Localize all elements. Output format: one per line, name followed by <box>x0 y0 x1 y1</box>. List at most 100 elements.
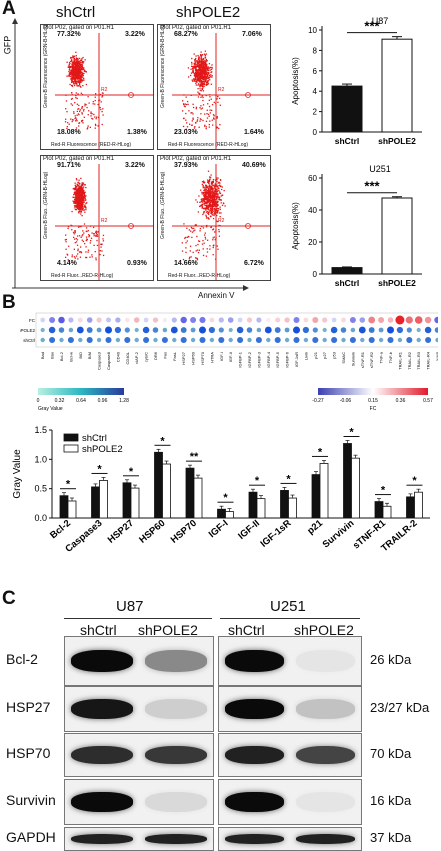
heatmap-fc-cell <box>387 317 394 323</box>
bar-shCtrl <box>154 451 163 519</box>
quadrant-lr: 1.38% <box>127 129 147 136</box>
heatmap-gray-cell <box>209 337 215 343</box>
heatmap-column-label: TRAIL-R1 <box>397 351 402 370</box>
heatmap-column-label: HSP70 <box>200 351 205 364</box>
heatmap-gray-cell <box>274 336 281 344</box>
heatmap-fc-cell <box>77 317 83 323</box>
heatmap-column-label: HSP27 <box>181 351 186 364</box>
heatmap-gray-cell <box>284 337 290 343</box>
heatmap-column-label: Bad <box>40 352 45 359</box>
heatmap-column-label: Survivin <box>350 352 355 366</box>
gray-legend-bar <box>38 388 124 395</box>
heatmap-gray-cell <box>378 337 384 343</box>
heatmap-fc-cell <box>256 317 262 323</box>
heatmap-column-label: TNF-b <box>388 351 393 363</box>
heatmap-gray-cell <box>303 337 309 343</box>
bar-shPOLE2 <box>381 38 413 133</box>
protein-band <box>145 792 207 812</box>
heatmap-gray-cell <box>358 326 366 334</box>
heatmap-gray-cell <box>350 327 356 333</box>
heatmap-gray-cell <box>86 336 93 344</box>
heatmap-row-label: FC <box>29 318 36 323</box>
heatmap-fc-cell <box>331 317 337 323</box>
y-axis-label: Apoptosis(%) <box>291 57 300 105</box>
heatmap-fc-cell <box>312 317 319 323</box>
heatmap-gray-cell <box>293 336 300 344</box>
fc-legend-tick: 0.36 <box>396 398 406 404</box>
heatmap-column-label: IGF-1sR <box>294 352 299 367</box>
chart-title: U251 <box>369 164 391 174</box>
heatmap-gray-cell <box>114 326 121 334</box>
heatmap-column-label: HTRA <box>209 352 214 363</box>
condition-label-shpole2: shPOLE2 <box>176 4 241 21</box>
heatmap-fc-cell <box>218 317 224 323</box>
protein-band <box>71 745 133 765</box>
heatmap-gray-cell <box>76 326 84 334</box>
gray-legend-tick: 0.64 <box>76 398 86 404</box>
y-tick-label: 40 <box>308 206 317 215</box>
panel-c-letter: C <box>2 588 16 609</box>
quadrant-lr: 0.93% <box>127 260 147 267</box>
bar-shPOLE2 <box>225 511 234 519</box>
heatmap-fc-cell <box>266 317 271 323</box>
heatmap-column-label: Caspase3 <box>97 351 102 370</box>
bar-shCtrl <box>248 491 258 519</box>
heatmap-gray-cell <box>246 327 253 333</box>
heatmap-fc-cell <box>303 317 309 323</box>
blot-strip <box>64 733 214 777</box>
protein-band <box>225 650 284 672</box>
protein-band <box>145 699 207 719</box>
quadrant-ur: 3.22% <box>125 31 145 38</box>
heatmap-column-label: Fas <box>162 352 167 359</box>
heatmap-column-label: DR6 <box>153 351 158 360</box>
heatmap-gray-cell <box>199 326 206 334</box>
flow-scatter: R2 <box>55 33 153 149</box>
heatmap-gray-cell <box>49 336 56 344</box>
heatmap-column-label: cIAP-2 <box>134 351 139 364</box>
heatmap-gray-cell <box>105 326 112 334</box>
flow-plot-header: Plot P02, gated on P01.R1 <box>43 156 115 162</box>
heatmap-fc-cell <box>105 317 112 323</box>
heatmap-column-label: p21 <box>313 351 318 358</box>
heatmap-fc-cell <box>180 316 187 324</box>
bar-shCtrl <box>122 482 132 519</box>
heatmap-gray-cell <box>360 337 365 343</box>
fc-legend-tick: -0.06 <box>340 398 352 404</box>
heatmap-gray-cell <box>115 337 121 343</box>
heatmap-gray-cell <box>368 327 375 333</box>
heatmap-fc-cell <box>115 317 121 323</box>
heatmap-gray-cell <box>397 337 403 343</box>
fc-legend-tick: -0.27 <box>312 398 324 404</box>
heatmap-gray-cell <box>228 337 233 343</box>
blot-kda-gapdh: 37 kDa <box>370 830 412 845</box>
heatmap-fc-cell <box>395 315 405 325</box>
y-tick-label: 0 <box>313 270 318 279</box>
fc-legend-bar <box>318 388 428 395</box>
heatmap-fc-cell <box>40 317 46 323</box>
heatmap-gray-cell <box>406 336 413 344</box>
blot-strip <box>218 636 362 686</box>
protein-band <box>71 834 133 844</box>
quadrant-ur: 40.69% <box>242 162 266 169</box>
heatmap-gray-cell <box>435 337 438 343</box>
heatmap-fc-cell <box>143 317 149 323</box>
heatmap-gray-cell <box>434 327 438 333</box>
x-tick-label: IGF-II <box>236 518 262 542</box>
heatmap-column-label: IGFBP-1 <box>238 351 243 367</box>
flow-scatter: R2 <box>172 33 270 149</box>
significance-mark: * <box>412 475 417 487</box>
u87-underline <box>64 618 212 619</box>
annexin-axis-arrow <box>12 285 249 291</box>
heatmap-gray-cell <box>387 326 394 334</box>
bar-shCtrl <box>406 496 415 519</box>
x-tick-label: Survivin <box>321 518 357 551</box>
y-tick-label: 1.5 <box>34 425 47 435</box>
heatmap-column-label: TRAIL-R2 <box>407 351 412 370</box>
flow-plot-ylabel: Green-B Fluorescence (GRN-B-HLog) <box>43 24 49 108</box>
flow-plot-header: Plot P02, gated on P01.R1 <box>160 156 232 162</box>
heatmap-gray-cell <box>172 337 177 343</box>
heatmap-fc-cell <box>190 317 197 323</box>
heatmap-gray-cell <box>396 326 403 334</box>
bar-shPOLE2 <box>256 498 266 519</box>
u251-underline <box>220 618 360 619</box>
